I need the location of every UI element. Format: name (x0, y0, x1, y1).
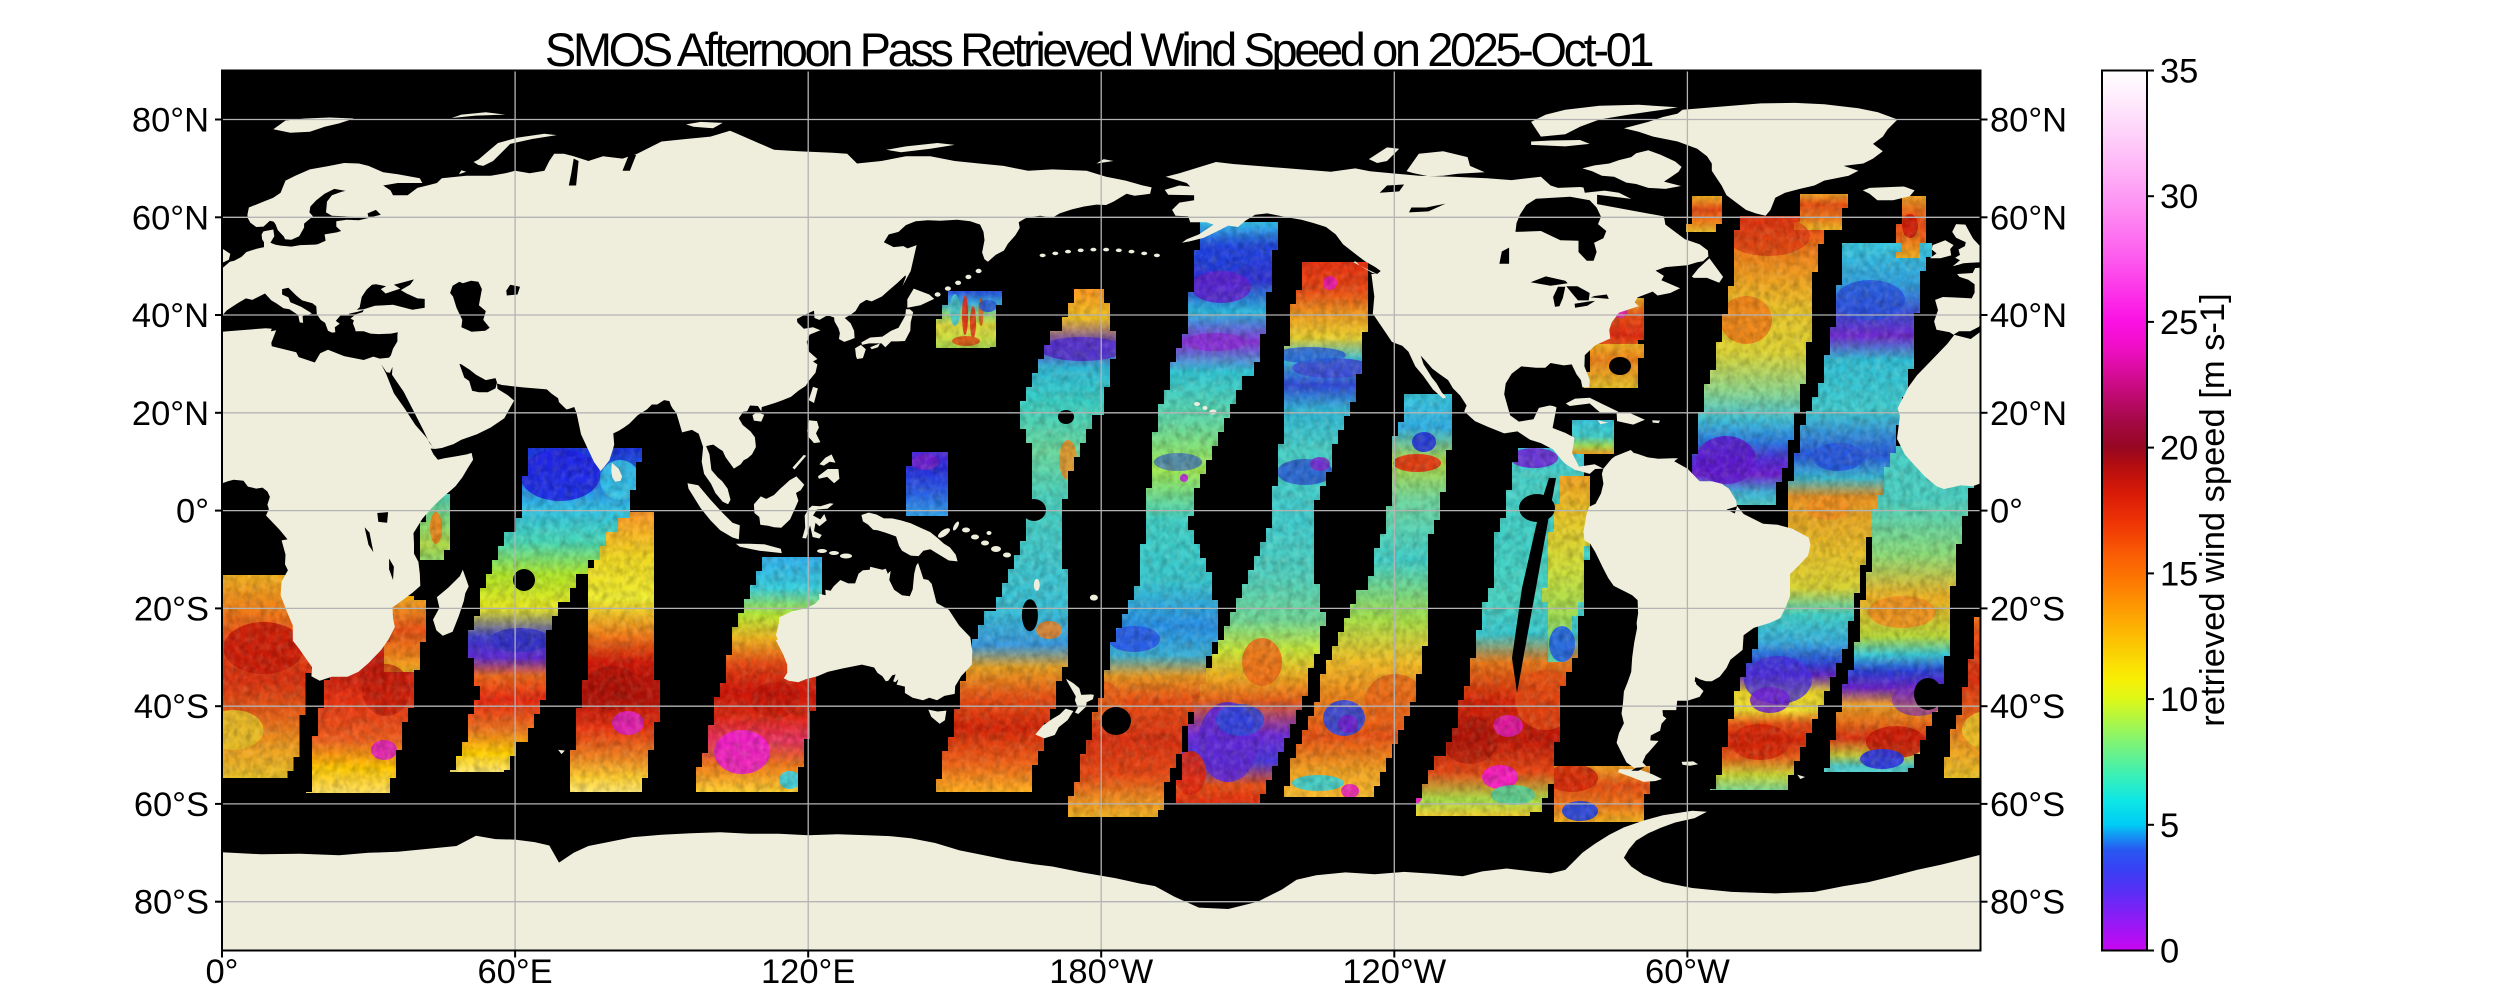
svg-text:120°E: 120°E (761, 953, 855, 991)
svg-text:80°S: 80°S (134, 884, 209, 922)
svg-text:20°S: 20°S (1990, 590, 2065, 628)
svg-text:SMOS Afternoon Pass Retrieved: SMOS Afternoon Pass Retrieved Wind Speed… (545, 23, 1652, 76)
svg-text:60°S: 60°S (134, 786, 209, 824)
svg-text:80°S: 80°S (1990, 884, 2065, 922)
svg-text:120°W: 120°W (1342, 953, 1446, 991)
svg-text:60°N: 60°N (1990, 199, 2067, 237)
svg-text:40°N: 40°N (1990, 297, 2067, 335)
svg-text:30: 30 (2160, 178, 2198, 216)
svg-text:40°S: 40°S (1990, 688, 2065, 726)
svg-text:20°S: 20°S (134, 590, 209, 628)
svg-text:80°N: 80°N (132, 102, 209, 140)
svg-text:40°S: 40°S (134, 688, 209, 726)
svg-text:60°E: 60°E (478, 953, 553, 991)
svg-text:retrieved wind speed [m s-1]: retrieved wind speed [m s-1] (2194, 293, 2232, 726)
svg-text:20: 20 (2160, 430, 2198, 468)
svg-text:180°W: 180°W (1049, 953, 1153, 991)
svg-text:0°: 0° (176, 493, 209, 531)
svg-text:20°N: 20°N (132, 395, 209, 433)
svg-text:60°W: 60°W (1645, 953, 1730, 991)
svg-text:25: 25 (2160, 304, 2198, 342)
svg-text:0: 0 (2160, 933, 2179, 971)
svg-text:60°S: 60°S (1990, 786, 2065, 824)
svg-text:0°: 0° (1990, 493, 2023, 531)
svg-text:20°N: 20°N (1990, 395, 2067, 433)
svg-text:15: 15 (2160, 555, 2198, 593)
svg-text:40°N: 40°N (132, 297, 209, 335)
svg-text:80°N: 80°N (1990, 102, 2067, 140)
svg-text:10: 10 (2160, 681, 2198, 719)
svg-text:60°N: 60°N (132, 199, 209, 237)
svg-text:0°: 0° (206, 953, 239, 991)
svg-text:35: 35 (2160, 53, 2198, 91)
svg-text:5: 5 (2160, 807, 2179, 845)
